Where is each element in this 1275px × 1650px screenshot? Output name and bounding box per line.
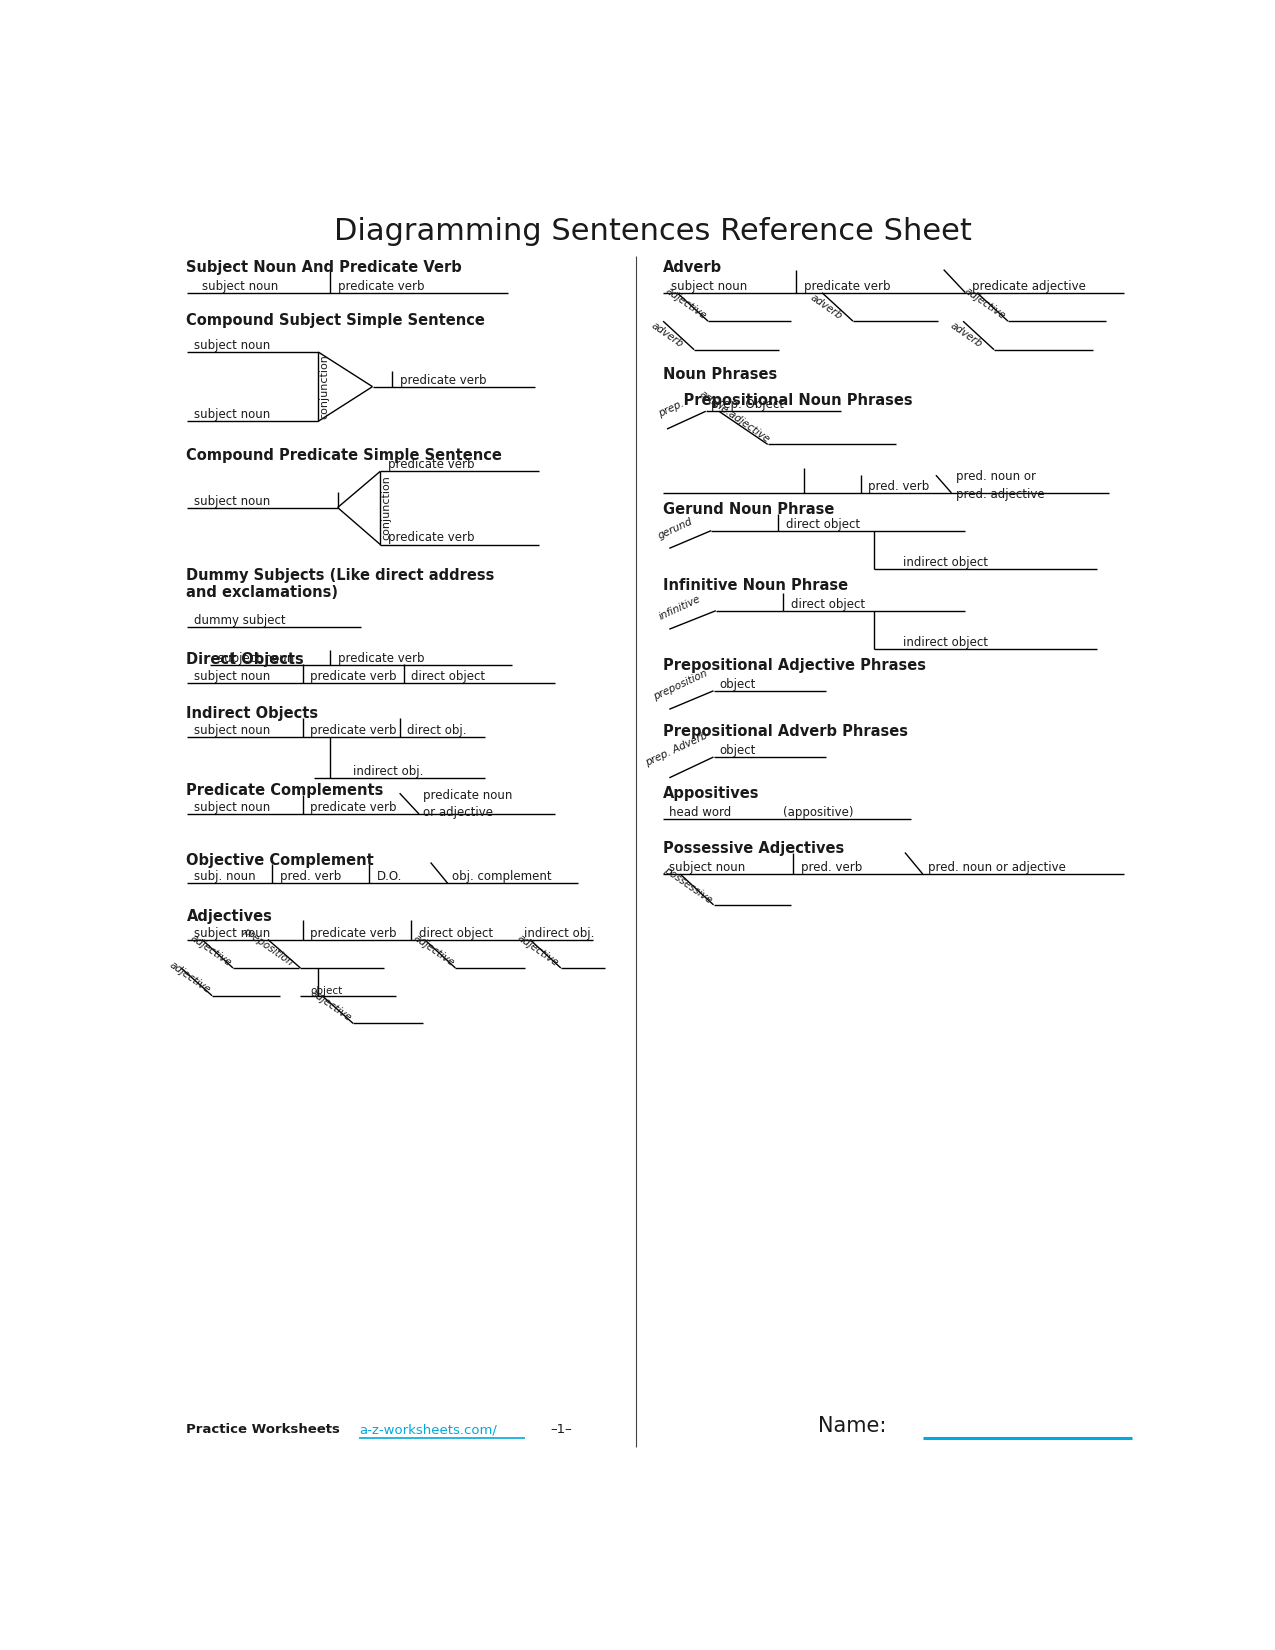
Text: subject noun: subject noun (194, 927, 270, 939)
Text: subject noun: subject noun (194, 495, 270, 508)
Text: subject noun: subject noun (201, 280, 278, 292)
Text: subject noun: subject noun (194, 338, 270, 351)
Text: Adjectives: Adjectives (186, 909, 273, 924)
Text: pred. noun or: pred. noun or (956, 470, 1037, 483)
Text: adverb: adverb (949, 320, 984, 350)
Text: direct object: direct object (412, 670, 486, 683)
Text: Predicate Complements: Predicate Complements (186, 784, 384, 799)
Text: head word: head word (669, 805, 732, 818)
Text: Prepositional Adjective Phrases: Prepositional Adjective Phrases (663, 658, 926, 673)
Text: predicate verb: predicate verb (311, 927, 397, 939)
Text: subject noun: subject noun (194, 408, 270, 421)
Text: predicate adjective: predicate adjective (972, 280, 1085, 292)
Text: prep. Object: prep. Object (711, 398, 784, 411)
Text: Subject Noun And Predicate Verb: Subject Noun And Predicate Verb (186, 259, 463, 274)
Text: Direct Objects: Direct Objects (186, 652, 305, 667)
Text: predicate verb: predicate verb (399, 373, 486, 386)
Text: object: object (311, 985, 343, 995)
Text: adverb: adverb (808, 292, 844, 322)
Text: pred. verb: pred. verb (801, 861, 862, 875)
Text: (appositive): (appositive) (783, 805, 854, 818)
Text: subject noun: subject noun (194, 670, 270, 683)
Text: dummy subject: dummy subject (194, 614, 286, 627)
Text: indirect object: indirect object (904, 556, 988, 569)
Text: pred. noun or adjective: pred. noun or adjective (928, 861, 1066, 875)
Text: Infinitive Noun Phrase: Infinitive Noun Phrase (663, 578, 848, 592)
Text: Noun Phrases: Noun Phrases (663, 368, 778, 383)
Text: adjective: adjective (516, 932, 561, 969)
Text: D.O.: D.O. (376, 870, 402, 883)
Text: predicate verb: predicate verb (311, 800, 397, 813)
Text: Objective Complement: Objective Complement (186, 853, 375, 868)
Text: indirect obj.: indirect obj. (353, 766, 423, 777)
Text: Name:: Name: (819, 1416, 886, 1436)
Text: adjective: adjective (963, 285, 1007, 322)
Text: predicate verb: predicate verb (338, 280, 425, 292)
Text: subject noun: subject noun (671, 280, 747, 292)
Text: infinitive: infinitive (657, 594, 703, 622)
Text: adjective: adjective (189, 932, 233, 969)
Text: object: object (719, 744, 755, 757)
Text: Possessive Adjectives: Possessive Adjectives (663, 842, 844, 856)
Text: –1–: –1– (551, 1424, 572, 1436)
Text: Prepositional Noun Phrases: Prepositional Noun Phrases (663, 393, 913, 408)
Text: prep. Adverb: prep. Adverb (644, 731, 709, 767)
Text: preposition: preposition (241, 926, 295, 969)
Text: Prepositional Adverb Phrases: Prepositional Adverb Phrases (663, 724, 908, 739)
Text: pred. verb: pred. verb (279, 870, 340, 883)
Text: Gerund Noun Phrase: Gerund Noun Phrase (663, 502, 835, 516)
Text: Diagramming Sentences Reference Sheet: Diagramming Sentences Reference Sheet (334, 218, 973, 246)
Text: subject noun: subject noun (194, 724, 270, 738)
Text: conjunction: conjunction (320, 355, 330, 419)
Text: object: object (719, 678, 755, 691)
Text: adjective: adjective (663, 285, 708, 322)
Text: Dummy Subjects (Like direct address
and exclamations): Dummy Subjects (Like direct address and … (186, 568, 495, 601)
Text: pred. adjective: pred. adjective (956, 488, 1044, 500)
Text: predicate noun: predicate noun (423, 789, 513, 802)
Text: Adverb: Adverb (663, 259, 722, 274)
Text: predicate verb: predicate verb (311, 670, 397, 683)
Text: Compound Predicate Simple Sentence: Compound Predicate Simple Sentence (186, 449, 502, 464)
Text: conjunction: conjunction (381, 475, 391, 540)
Text: predicate verb: predicate verb (388, 531, 474, 545)
Text: prep.: prep. (657, 398, 686, 419)
Text: adverb: adverb (649, 320, 685, 350)
Text: Appositives: Appositives (663, 785, 760, 800)
Text: adjective: adjective (309, 988, 353, 1023)
Text: subj. noun: subj. noun (194, 870, 256, 883)
Text: predicate verb: predicate verb (388, 459, 474, 472)
Text: predicate verb: predicate verb (805, 280, 891, 292)
Text: adjective: adjective (412, 932, 456, 969)
Text: a-z-worksheets.com/: a-z-worksheets.com/ (360, 1424, 497, 1436)
Text: article.adjective: article.adjective (697, 388, 773, 444)
Text: subject noun: subject noun (218, 652, 293, 665)
Text: subject noun: subject noun (194, 800, 270, 813)
Text: Practice Worksheets: Practice Worksheets (186, 1424, 346, 1436)
Text: possessive: possessive (662, 865, 714, 904)
Text: indirect object: indirect object (904, 637, 988, 648)
Text: preposition: preposition (652, 668, 709, 701)
Text: direct object: direct object (785, 518, 859, 531)
Text: direct object: direct object (419, 927, 493, 939)
Text: Compound Subject Simple Sentence: Compound Subject Simple Sentence (186, 314, 486, 328)
Text: gerund: gerund (657, 516, 695, 541)
Text: predicate verb: predicate verb (311, 724, 397, 738)
Text: pred. verb: pred. verb (868, 480, 929, 493)
Text: or adjective: or adjective (423, 807, 493, 820)
Text: predicate verb: predicate verb (338, 652, 425, 665)
Text: Indirect Objects: Indirect Objects (186, 706, 319, 721)
Text: indirect obj.: indirect obj. (524, 927, 594, 939)
Text: direct obj.: direct obj. (408, 724, 467, 738)
Text: direct object: direct object (790, 597, 866, 610)
Text: obj. complement: obj. complement (451, 870, 551, 883)
Text: subject noun: subject noun (669, 861, 746, 875)
Text: adjective: adjective (167, 960, 212, 995)
